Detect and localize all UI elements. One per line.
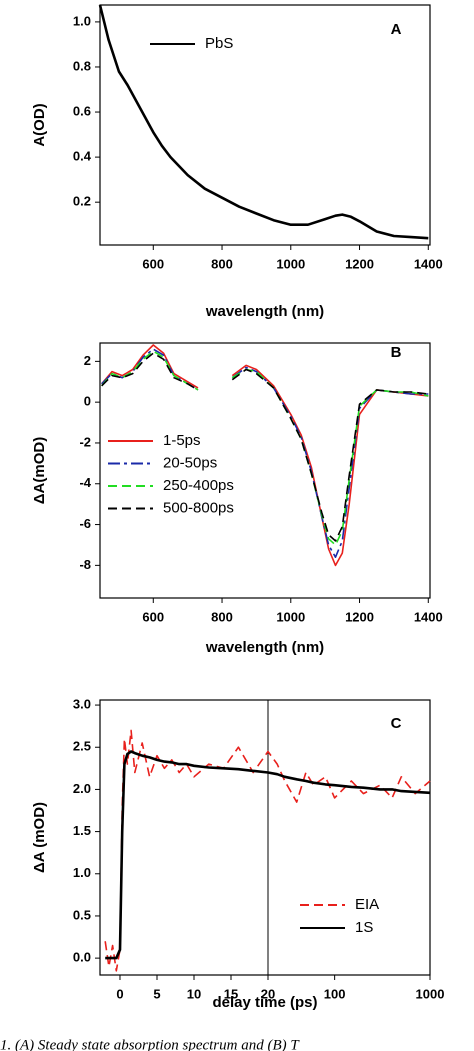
x-tick-label: 0	[116, 986, 123, 1001]
y-axis-label: ΔA (mOD)	[31, 802, 48, 873]
x-tick-label: 5	[153, 986, 160, 1001]
legend-label: 20-50ps	[163, 454, 217, 471]
y-tick-label: 0	[84, 394, 91, 409]
x-log-tick-label: 20	[261, 986, 275, 1001]
x-axis-label: wavelength (nm)	[205, 639, 324, 656]
plot-frame	[99, 342, 431, 599]
plot-frame	[99, 699, 431, 976]
y-tick-label: 0.0	[73, 950, 91, 965]
x-tick-label: 1200	[345, 256, 374, 271]
legend-label: 250-400ps	[163, 477, 234, 494]
y-tick-label: 3.0	[73, 696, 91, 711]
legend-label: EIA	[355, 896, 379, 913]
y-tick-label: -2	[79, 434, 91, 449]
y-axis-label: A(OD)	[31, 103, 48, 146]
y-tick-label: 1.5	[73, 823, 91, 838]
y-tick-label: 2.0	[73, 781, 91, 796]
y-tick-label: 0.4	[73, 149, 92, 164]
plot-frame	[99, 4, 431, 246]
x-tick-label: 1400	[414, 609, 443, 624]
legend-label: 1S	[355, 919, 373, 936]
y-tick-label: 0.6	[73, 103, 91, 118]
panel-letter: A	[391, 21, 402, 38]
y-tick-label: 2.5	[73, 739, 91, 754]
y-tick-label: 2	[84, 353, 91, 368]
x-tick-label: 1400	[414, 256, 443, 271]
y-tick-label: -4	[79, 475, 91, 490]
y-tick-label: -6	[79, 516, 91, 531]
x-axis-label: wavelength (nm)	[205, 303, 324, 320]
caption: 1. (A) Steady state absorption spectrum …	[0, 1037, 300, 1051]
y-tick-label: 1.0	[73, 865, 91, 880]
x-tick-label: 600	[142, 256, 164, 271]
series-line	[101, 348, 429, 558]
series-line	[104, 729, 431, 972]
y-tick-label: 1.0	[73, 13, 91, 28]
x-tick-label: 10	[187, 986, 201, 1001]
y-tick-label: 0.8	[73, 58, 91, 73]
x-axis-label: delay time (ps)	[212, 994, 317, 1011]
legend-label: PbS	[205, 35, 233, 52]
x-tick-label: 1200	[345, 609, 374, 624]
x-tick-label: 800	[211, 256, 233, 271]
y-axis-label: ΔA(mOD)	[31, 437, 48, 504]
series-line	[101, 344, 429, 567]
series-line	[98, 4, 429, 240]
series-line	[101, 352, 429, 542]
x-tick-label: 800	[211, 609, 233, 624]
x-tick-label: 1000	[276, 609, 305, 624]
x-tick-label: 600	[142, 609, 164, 624]
y-tick-label: 0.2	[73, 194, 91, 209]
panel-letter: B	[391, 344, 402, 361]
x-log-tick-label: 1000	[416, 986, 445, 1001]
series-line	[105, 750, 431, 960]
x-tick-label: 1000	[276, 256, 305, 271]
legend-label: 1-5ps	[163, 432, 201, 449]
x-log-tick-label: 100	[324, 986, 346, 1001]
y-tick-label: -8	[79, 557, 91, 572]
legend-label: 500-800ps	[163, 499, 234, 516]
x-tick-label: 15	[224, 986, 238, 1001]
panel-letter: C	[391, 715, 402, 732]
y-tick-label: 0.5	[73, 907, 91, 922]
